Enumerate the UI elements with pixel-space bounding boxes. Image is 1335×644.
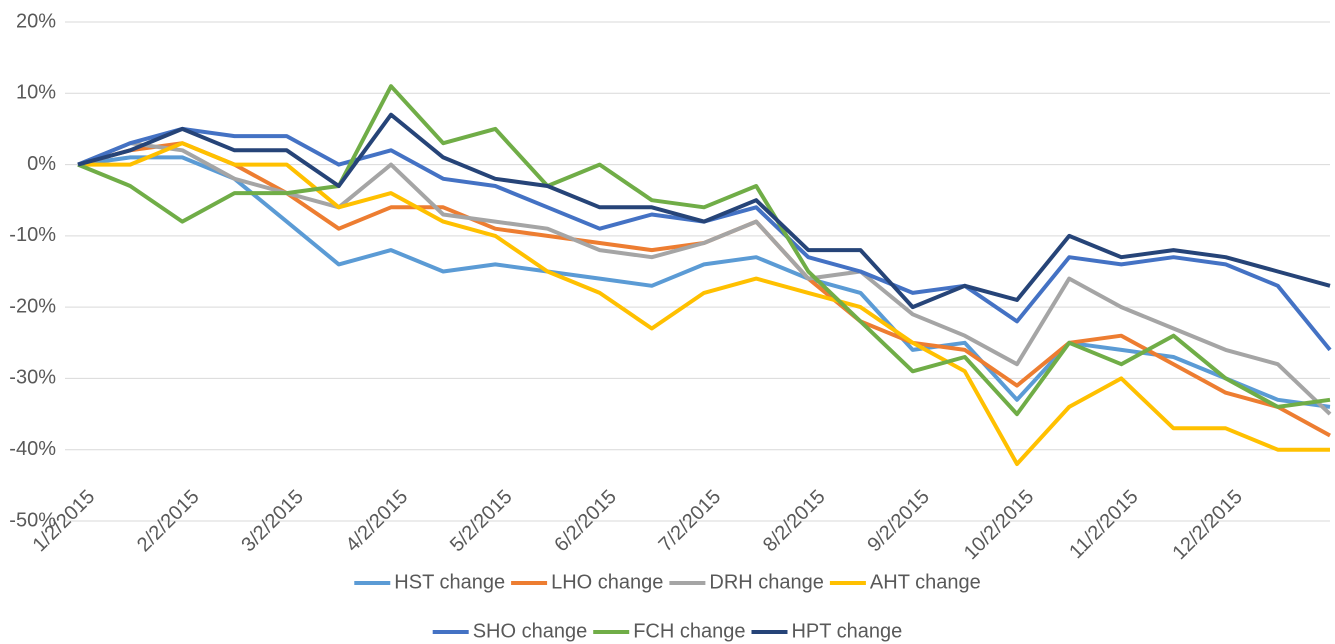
legend-label: SHO change bbox=[473, 620, 588, 642]
y-tick-label: 0% bbox=[27, 153, 56, 175]
y-tick-label: -10% bbox=[9, 224, 56, 246]
y-tick-label: -20% bbox=[9, 295, 56, 317]
x-tick-label: 10/2/2015 bbox=[960, 486, 1038, 564]
legend-label: AHT change bbox=[870, 571, 981, 593]
y-tick-label: 20% bbox=[16, 10, 56, 32]
y-tick-label: -50% bbox=[9, 509, 56, 531]
legend-label: FCH change bbox=[633, 620, 745, 642]
legend-label: HST change bbox=[394, 571, 505, 593]
series-line bbox=[77, 155, 1331, 409]
legend-label: HPT change bbox=[791, 620, 902, 642]
x-tick-label: 11/2/2015 bbox=[1065, 486, 1142, 563]
y-tick-label: -40% bbox=[9, 438, 56, 460]
series-line bbox=[78, 141, 1330, 466]
x-tick-label: 12/2/2015 bbox=[1168, 486, 1246, 564]
y-tick-label: 10% bbox=[16, 82, 56, 104]
y-tick-label: -30% bbox=[9, 367, 56, 389]
legend-label: DRH change bbox=[709, 571, 824, 593]
series-line bbox=[77, 112, 1331, 310]
series-line bbox=[77, 84, 1331, 417]
legend-label: LHO change bbox=[551, 571, 663, 593]
